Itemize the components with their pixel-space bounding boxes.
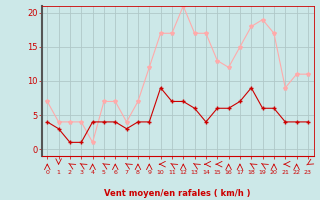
X-axis label: Vent moyen/en rafales ( km/h ): Vent moyen/en rafales ( km/h )	[104, 189, 251, 198]
